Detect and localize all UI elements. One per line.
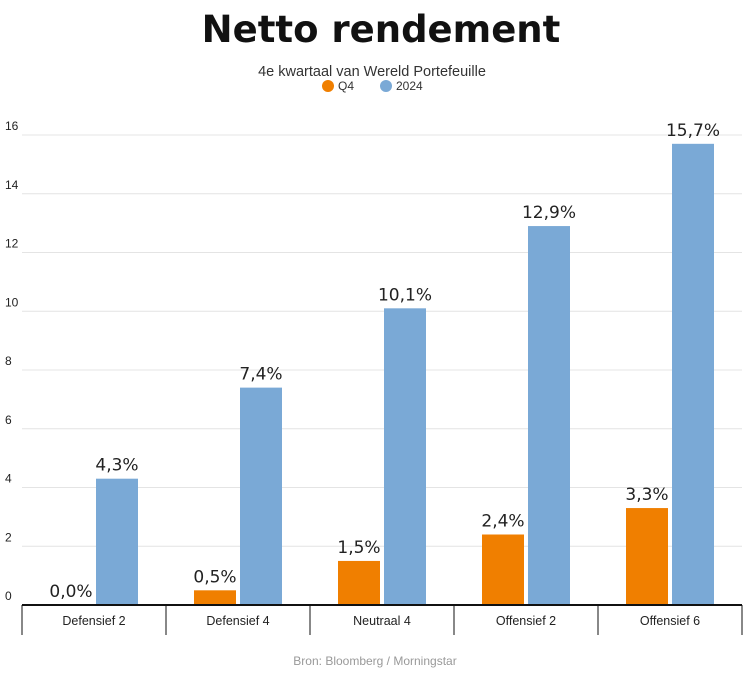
- data-label: 12,9%: [522, 203, 576, 223]
- y-tick-label: 2: [5, 530, 12, 544]
- category-label: Defensief 2: [62, 614, 125, 628]
- data-label: 10,1%: [378, 285, 432, 305]
- data-label: 15,7%: [666, 121, 720, 141]
- legend-label: Q4: [338, 79, 354, 93]
- y-axis: 0 2 4 6 8 10 12 14 16: [5, 119, 19, 603]
- y-tick-label: 12: [5, 237, 19, 251]
- legend-marker-q4: [322, 80, 334, 92]
- legend-marker-2024: [380, 80, 392, 92]
- bar-2024: [672, 143, 714, 605]
- bar-q4: [626, 508, 668, 605]
- gridlines: [22, 134, 742, 547]
- y-tick-label: 14: [5, 178, 19, 192]
- bar-q4: [194, 590, 236, 605]
- category-label: Defensief 4: [206, 614, 269, 628]
- category-label: Offensief 2: [496, 614, 556, 628]
- y-tick-label: 8: [5, 354, 12, 368]
- data-labels: 0,0% 4,3% 0,5% 7,4% 1,5% 10,1% 2,4% 12,9% 3,3% 15…: [49, 121, 720, 602]
- data-label: 7,4%: [239, 365, 282, 385]
- source-note: Bron: Bloomberg / Morningstar: [293, 654, 456, 668]
- y-tick-label: 4: [5, 472, 12, 486]
- y-tick-label: 6: [5, 413, 12, 427]
- y-tick-label: 0: [5, 589, 12, 603]
- bar-q4: [482, 534, 524, 605]
- chart-subtitle: 4e kwartaal van Wereld Portefeuille: [258, 64, 486, 80]
- data-label: 3,3%: [625, 485, 668, 505]
- bar-2024: [384, 308, 426, 605]
- bar-2024: [240, 387, 282, 605]
- bar-2024: [96, 478, 138, 605]
- data-label: 2,4%: [481, 512, 524, 532]
- data-label: 0,5%: [193, 567, 236, 587]
- data-label: 4,3%: [95, 456, 138, 476]
- bar-2024: [528, 226, 570, 605]
- category-label: Neutraal 4: [353, 614, 411, 628]
- y-tick-label: 16: [5, 119, 19, 133]
- bars: [96, 143, 714, 605]
- data-label: 1,5%: [337, 538, 380, 558]
- data-label: 0,0%: [49, 582, 92, 602]
- chart-title: Netto rendement: [202, 8, 561, 51]
- bar-q4: [338, 560, 380, 605]
- legend-label: 2024: [396, 79, 423, 93]
- category-label: Offensief 6: [640, 614, 700, 628]
- legend: Q4 2024: [322, 79, 423, 93]
- y-tick-label: 10: [5, 295, 19, 309]
- x-axis: Defensief 2 Defensief 4 Neutraal 4 Offensie…: [21, 604, 743, 635]
